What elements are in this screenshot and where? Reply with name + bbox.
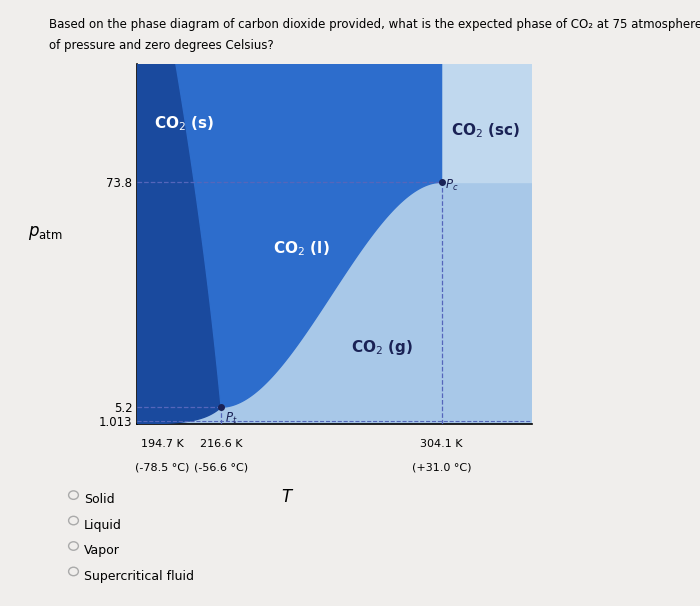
Text: 194.7 K: 194.7 K [141,439,184,450]
Text: Vapor: Vapor [84,544,120,558]
Polygon shape [442,64,532,182]
Text: Based on the phase diagram of carbon dioxide provided, what is the expected phas: Based on the phase diagram of carbon dio… [49,18,700,31]
Text: Supercritical fluid: Supercritical fluid [84,570,194,583]
Text: CO$_2$ (sc): CO$_2$ (sc) [452,122,521,141]
Text: $P_c$: $P_c$ [445,178,459,193]
Text: $p_\mathrm{atm}$: $p_\mathrm{atm}$ [28,224,63,242]
Text: CO$_2$ (s): CO$_2$ (s) [154,115,215,133]
Text: 216.6 K: 216.6 K [200,439,242,450]
Polygon shape [176,64,442,407]
Text: $P_t$: $P_t$ [225,411,237,426]
Text: of pressure and zero degrees Celsius?: of pressure and zero degrees Celsius? [49,39,274,52]
Polygon shape [136,64,221,424]
Text: (+31.0 °C): (+31.0 °C) [412,462,471,473]
Text: CO$_2$ (g): CO$_2$ (g) [351,338,413,357]
Text: (-56.6 °C): (-56.6 °C) [194,462,248,473]
Text: Liquid: Liquid [84,519,122,532]
Text: (-78.5 °C): (-78.5 °C) [135,462,190,473]
Text: T: T [281,488,292,506]
Text: CO$_2$ (l): CO$_2$ (l) [272,240,329,258]
Text: 304.1 K: 304.1 K [420,439,463,450]
Text: Solid: Solid [84,493,115,507]
Polygon shape [136,64,532,424]
